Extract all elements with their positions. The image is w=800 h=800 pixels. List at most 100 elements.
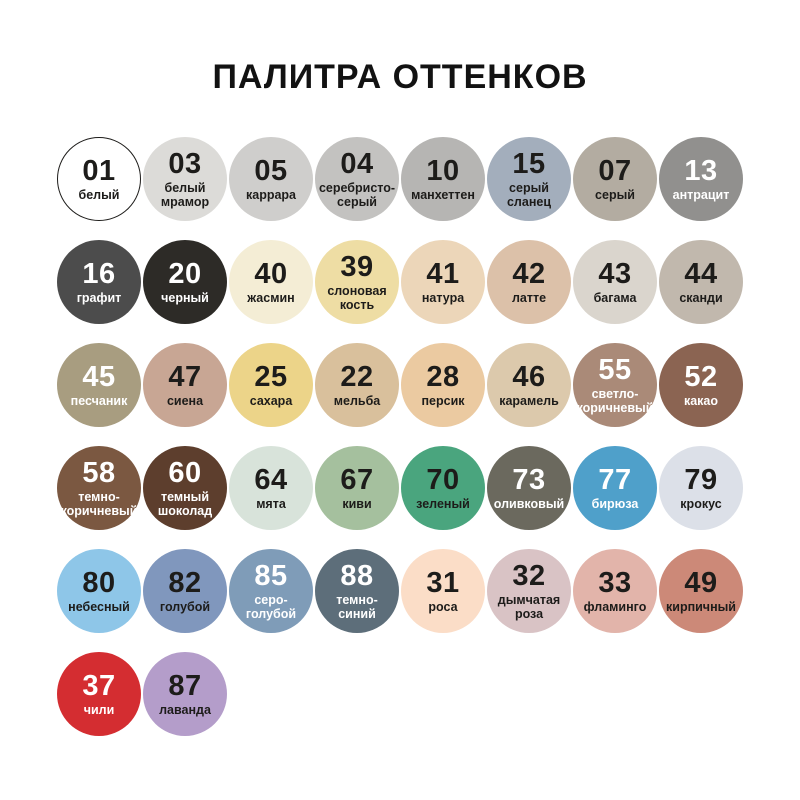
swatch-number: 82 [168, 566, 202, 599]
color-swatch: 45 песчаник [57, 343, 141, 427]
color-swatch: 80 небесный [57, 549, 141, 633]
swatch-number: 31 [426, 566, 460, 599]
color-swatch: 15 серый сланец [487, 137, 571, 221]
swatch-label: черный [161, 290, 209, 305]
swatch-label: багама [593, 290, 637, 305]
swatch-label: латте [511, 290, 547, 305]
swatch-label: темно- синий [336, 592, 378, 621]
swatch-number: 42 [512, 257, 546, 290]
color-swatch: 37 чили [57, 652, 141, 736]
swatch-label: персик [421, 393, 465, 408]
swatch-label: светло- коричневый [576, 386, 654, 415]
swatch-number: 07 [598, 154, 632, 187]
palette-cell: 73 оливковый [486, 446, 572, 530]
swatch-label: темный шоколад [157, 489, 213, 518]
swatch-label: белый мрамор [160, 180, 210, 209]
swatch-number: 33 [598, 566, 632, 599]
swatch-label: слоновая кость [327, 283, 387, 312]
swatch-number: 80 [82, 566, 116, 599]
swatch-number: 46 [512, 360, 546, 393]
palette-cell: 87 лаванда [142, 652, 228, 736]
color-swatch: 52 какао [659, 343, 743, 427]
swatch-number: 40 [254, 257, 288, 290]
palette-cell: 10 манхеттен [400, 137, 486, 221]
swatch-number: 47 [168, 360, 202, 393]
swatch-number: 03 [168, 147, 202, 180]
swatch-number: 77 [598, 463, 632, 496]
swatch-number: 85 [254, 559, 288, 592]
color-swatch: 55 светло- коричневый [573, 343, 657, 427]
color-swatch: 85 серо- голубой [229, 549, 313, 633]
palette-cell: 05 каррара [228, 137, 314, 221]
palette-row: 58 темно- коричневый 60 темный шоколад 64 мят… [56, 446, 744, 530]
swatch-label: кирпичный [666, 599, 736, 614]
swatch-number: 88 [340, 559, 374, 592]
palette-cell: 20 черный [142, 240, 228, 324]
color-swatch: 46 карамель [487, 343, 571, 427]
color-swatch: 25 сахара [229, 343, 313, 427]
swatch-number: 15 [512, 147, 546, 180]
swatch-label: графит [76, 290, 122, 305]
swatch-number: 44 [684, 257, 718, 290]
swatch-number: 45 [82, 360, 116, 393]
swatch-label: мята [256, 496, 286, 511]
swatch-label: натура [421, 290, 465, 305]
swatch-number: 49 [684, 566, 718, 599]
palette-cell: 47 сиена [142, 343, 228, 427]
swatch-label: дымчатая роза [497, 592, 561, 621]
color-swatch: 64 мята [229, 446, 313, 530]
swatch-number: 10 [426, 154, 460, 187]
palette-cell: 52 какао [658, 343, 744, 427]
color-swatch: 47 сиена [143, 343, 227, 427]
swatch-label: серебристо- серый [318, 180, 396, 209]
palette-cell: 88 темно- синий [314, 549, 400, 633]
palette-cell: 60 темный шоколад [142, 446, 228, 530]
palette-row: 37 чили 87 лаванда [56, 652, 744, 736]
palette-cell: 45 песчаник [56, 343, 142, 427]
palette-cell: 67 киви [314, 446, 400, 530]
swatch-label: белый [78, 187, 120, 202]
color-swatch: 82 голубой [143, 549, 227, 633]
color-swatch: 32 дымчатая роза [487, 549, 571, 633]
color-swatch: 28 персик [401, 343, 485, 427]
color-swatch: 01 белый [57, 137, 141, 221]
swatch-number: 32 [512, 559, 546, 592]
color-swatch: 58 темно- коричневый [57, 446, 141, 530]
palette-cell: 39 слоновая кость [314, 240, 400, 324]
color-swatch: 16 графит [57, 240, 141, 324]
palette-cell: 41 натура [400, 240, 486, 324]
palette-cell: 40 жасмин [228, 240, 314, 324]
palette-cell: 16 графит [56, 240, 142, 324]
swatch-number: 67 [340, 463, 374, 496]
color-swatch: 42 латте [487, 240, 571, 324]
swatch-label: серый [595, 187, 635, 202]
palette-cell: 79 крокус [658, 446, 744, 530]
color-swatch: 03 белый мрамор [143, 137, 227, 221]
swatch-label: мельба [333, 393, 381, 408]
color-swatch: 10 манхеттен [401, 137, 485, 221]
color-swatch: 07 серый [573, 137, 657, 221]
color-swatch: 31 роса [401, 549, 485, 633]
color-swatch: 04 серебристо- серый [315, 137, 399, 221]
palette-cell: 01 белый [56, 137, 142, 221]
swatch-number: 52 [684, 360, 718, 393]
palette-cell: 42 латте [486, 240, 572, 324]
palette-cell: 03 белый мрамор [142, 137, 228, 221]
palette-grid: 01 белый 03 белый мрамор 05 каррара 04 серебрис… [56, 137, 744, 736]
palette-cell: 37 чили [56, 652, 142, 736]
swatch-number: 04 [340, 147, 374, 180]
swatch-number: 39 [340, 250, 374, 283]
palette-cell: 80 небесный [56, 549, 142, 633]
swatch-label: лаванда [159, 702, 211, 717]
swatch-number: 01 [82, 154, 116, 187]
swatch-label: серо- голубой [245, 592, 297, 621]
color-swatch: 77 бирюза [573, 446, 657, 530]
swatch-label: антрацит [672, 187, 730, 202]
swatch-number: 22 [340, 360, 374, 393]
swatch-number: 28 [426, 360, 460, 393]
palette-cell: 82 голубой [142, 549, 228, 633]
swatch-number: 41 [426, 257, 460, 290]
page-title: ПАЛИТРА ОТТЕНКОВ [212, 58, 588, 96]
swatch-number: 13 [684, 154, 718, 187]
